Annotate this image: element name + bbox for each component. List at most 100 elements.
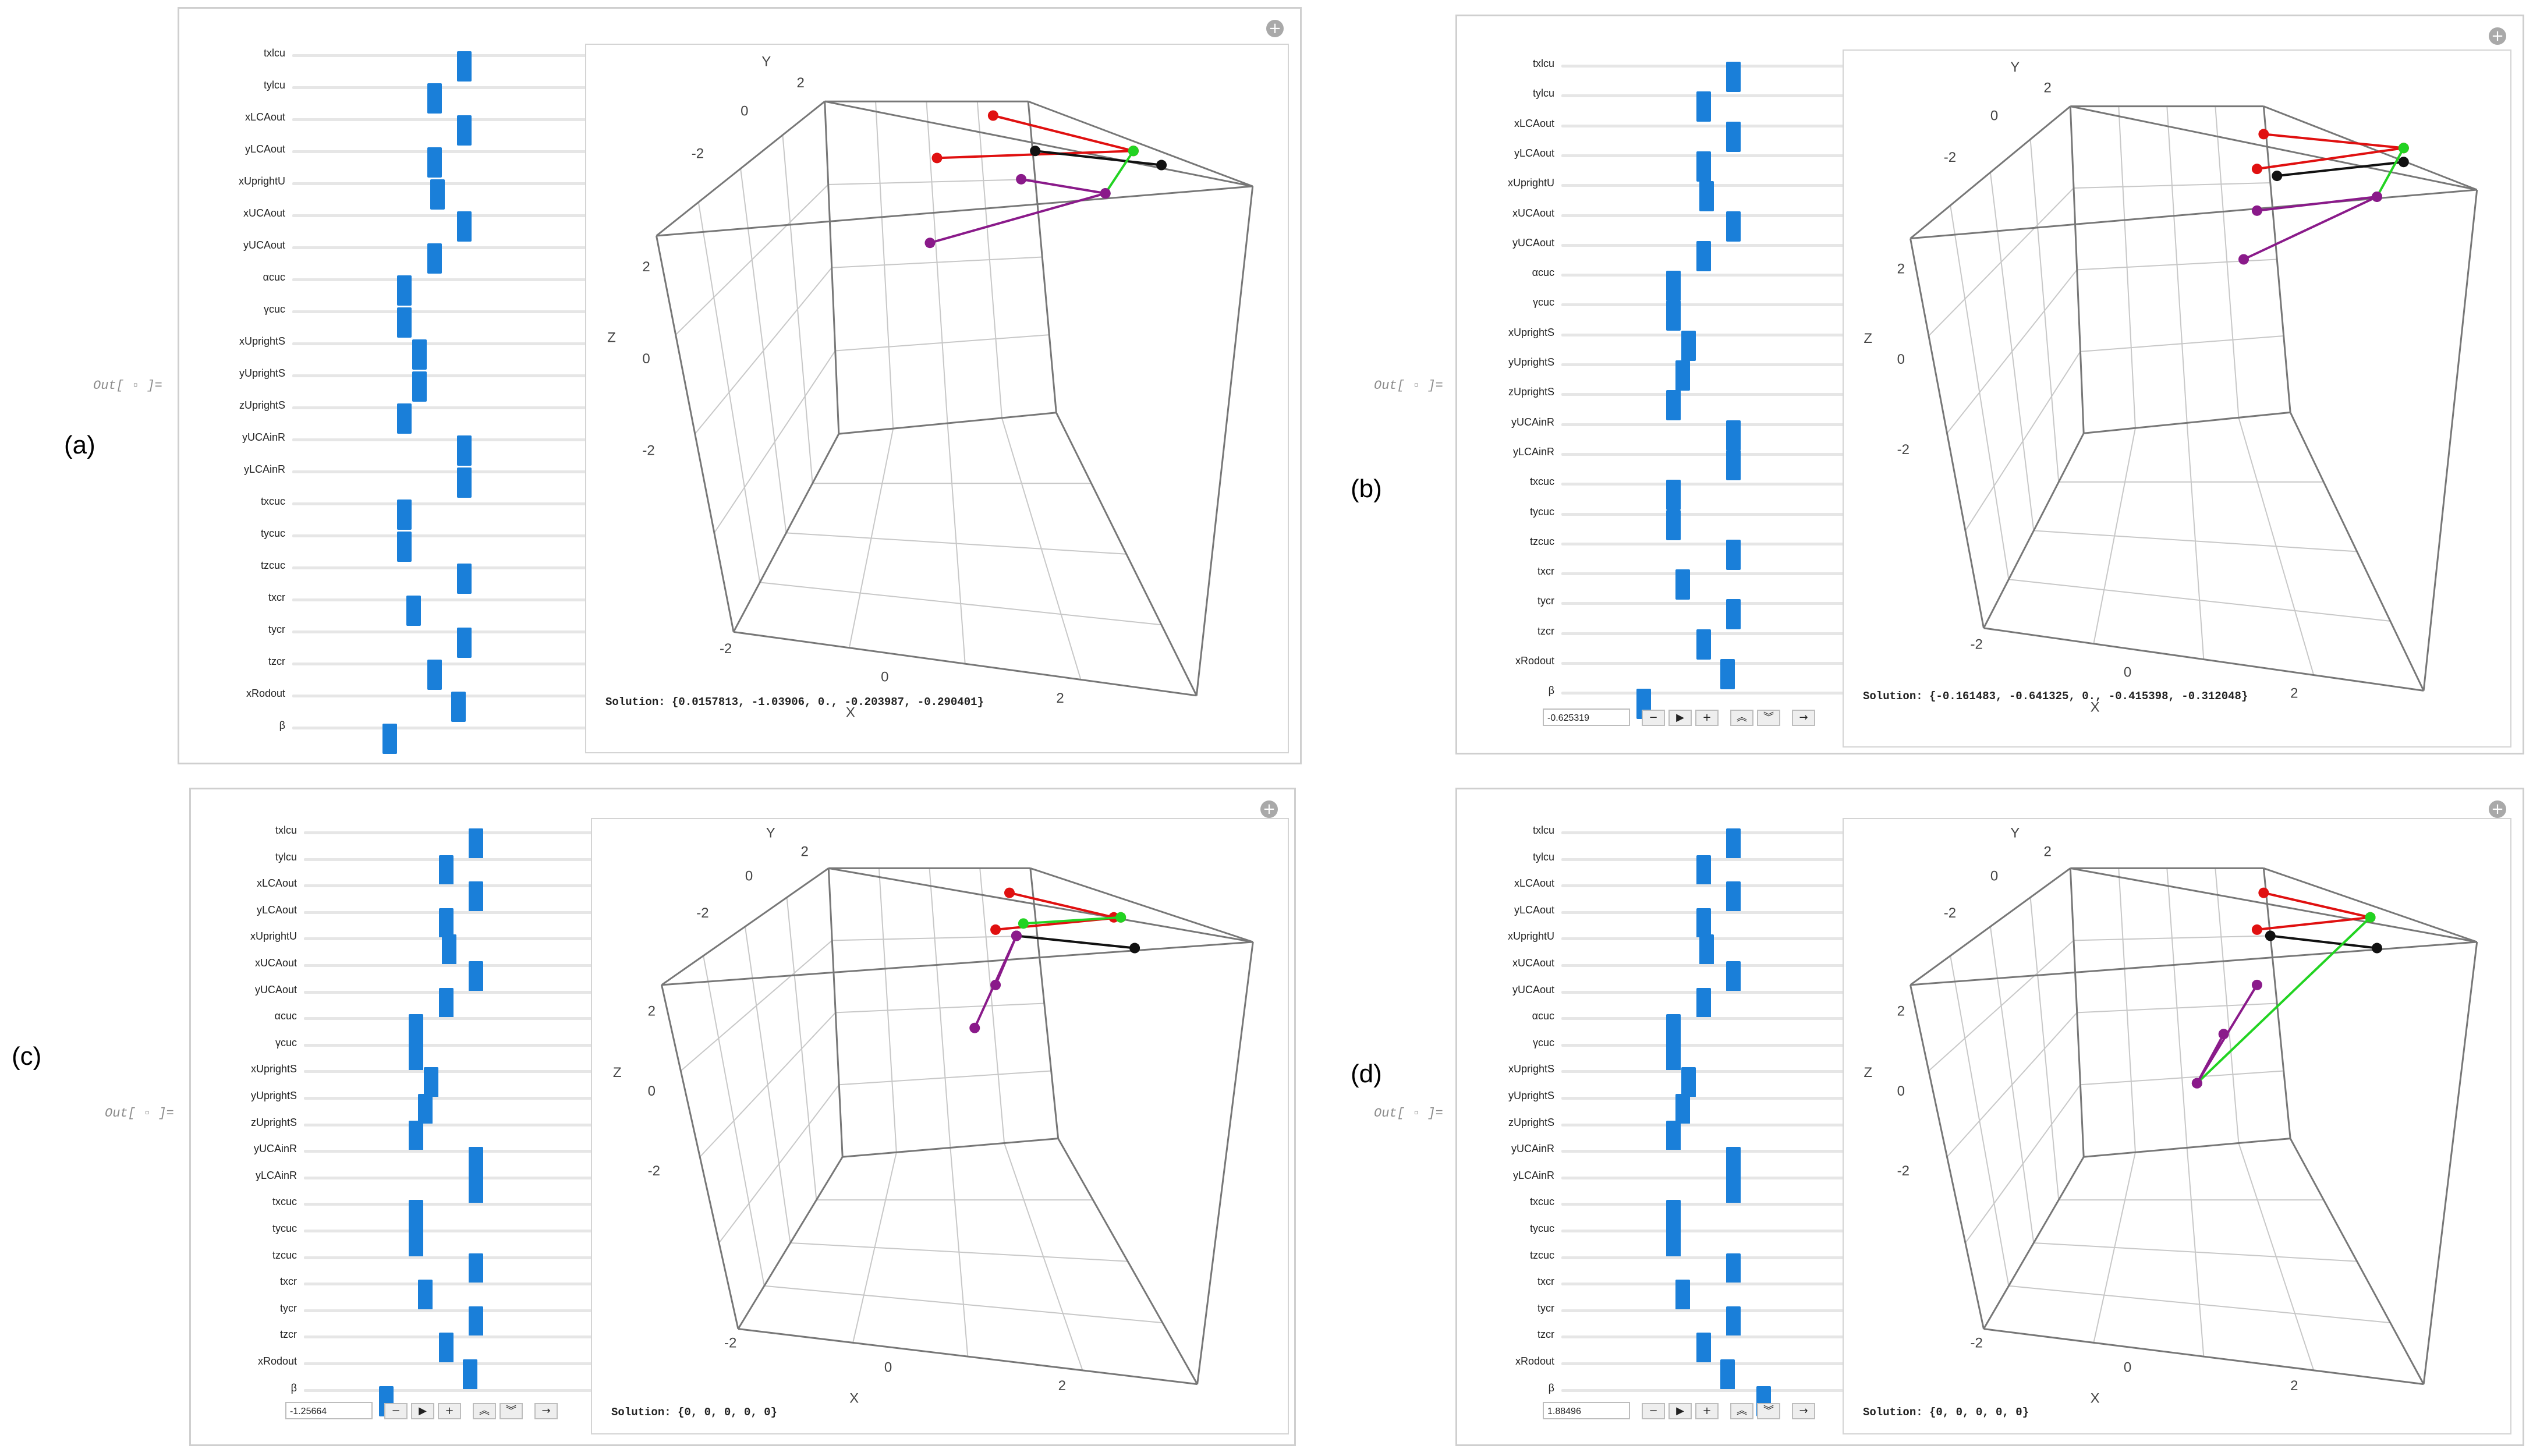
slider-track[interactable] (1561, 181, 1876, 212)
slider-track[interactable] (1561, 1094, 1876, 1124)
slider-thumb[interactable] (1696, 91, 1711, 122)
slider-track[interactable] (304, 881, 618, 912)
slider-track[interactable] (1561, 934, 1876, 965)
slider-thumb[interactable] (1726, 449, 1741, 480)
slider-track[interactable] (292, 403, 607, 434)
beta-value-field[interactable]: -1.25664 (285, 1402, 373, 1420)
direction-button[interactable]: → (1792, 1403, 1815, 1420)
slider-thumb[interactable] (1666, 1040, 1681, 1071)
slider-thumb[interactable] (1666, 1014, 1681, 1045)
slider-track[interactable] (1561, 121, 1876, 152)
slider-thumb[interactable] (469, 828, 484, 859)
slider-thumb[interactable] (397, 499, 412, 530)
slider-thumb[interactable] (462, 1359, 477, 1390)
slider-track[interactable] (1561, 300, 1876, 331)
faster-button[interactable]: ︽ (1730, 709, 1753, 726)
slider-track[interactable] (304, 1333, 618, 1363)
slider-track[interactable] (292, 307, 607, 338)
slider-track[interactable] (292, 660, 607, 690)
slider-thumb[interactable] (1681, 1067, 1696, 1098)
slider-track[interactable] (292, 435, 607, 466)
slider-track[interactable] (304, 1147, 618, 1178)
slider-track[interactable] (1561, 1253, 1876, 1284)
slider-thumb[interactable] (397, 307, 412, 338)
expand-options-icon[interactable]: + (1266, 20, 1284, 37)
slider-track[interactable] (1561, 480, 1876, 511)
slower-button[interactable]: ︾ (1757, 709, 1780, 726)
direction-button[interactable]: → (534, 1403, 558, 1420)
slider-thumb[interactable] (1696, 240, 1711, 271)
slider-thumb[interactable] (1666, 1200, 1681, 1231)
slider-track[interactable] (292, 115, 607, 146)
slider-track[interactable] (1561, 91, 1876, 122)
slider-thumb[interactable] (1720, 1359, 1735, 1390)
decrement-button[interactable]: − (384, 1403, 408, 1420)
slider-thumb[interactable] (1696, 987, 1711, 1018)
slider-thumb[interactable] (457, 435, 472, 466)
slider-track[interactable] (1561, 151, 1876, 182)
slider-thumb[interactable] (1696, 151, 1711, 182)
slider-thumb[interactable] (438, 987, 454, 1018)
slower-button[interactable]: ︾ (499, 1403, 523, 1420)
slider-thumb[interactable] (412, 371, 427, 402)
slider-track[interactable] (304, 828, 618, 859)
slider-track[interactable] (304, 934, 618, 965)
slider-track[interactable] (292, 499, 607, 530)
slider-track[interactable] (304, 961, 618, 991)
slider-track[interactable] (1561, 828, 1876, 859)
slider-thumb[interactable] (438, 1333, 454, 1363)
increment-button[interactable]: + (1695, 1403, 1719, 1420)
slider-thumb[interactable] (1696, 855, 1711, 885)
slider-track[interactable] (1561, 1280, 1876, 1310)
slider-track[interactable] (304, 1227, 618, 1257)
slider-thumb[interactable] (1726, 1253, 1741, 1284)
slider-track[interactable] (304, 1359, 618, 1390)
slider-thumb[interactable] (441, 934, 456, 965)
slider-thumb[interactable] (457, 564, 472, 594)
slider-track[interactable] (1561, 211, 1876, 242)
increment-button[interactable]: + (438, 1403, 461, 1420)
slider-track[interactable] (1561, 599, 1876, 630)
slider-track[interactable] (1561, 1014, 1876, 1045)
slider-track[interactable] (292, 596, 607, 626)
slider-thumb[interactable] (1726, 211, 1741, 242)
slider-track[interactable] (292, 275, 607, 306)
slider-thumb[interactable] (427, 660, 442, 690)
slider-thumb[interactable] (409, 1227, 424, 1257)
slider-thumb[interactable] (1675, 569, 1690, 600)
slider-thumb[interactable] (1726, 121, 1741, 152)
slider-thumb[interactable] (430, 179, 445, 210)
expand-options-icon[interactable]: + (2489, 27, 2506, 45)
slider-track[interactable] (292, 339, 607, 370)
slider-thumb[interactable] (409, 1014, 424, 1045)
increment-button[interactable]: + (1695, 709, 1719, 726)
slider-thumb[interactable] (1699, 181, 1714, 212)
slider-thumb[interactable] (457, 211, 472, 242)
slider-thumb[interactable] (1726, 828, 1741, 859)
slider-thumb[interactable] (457, 51, 472, 82)
slider-track[interactable] (304, 1014, 618, 1045)
slider-track[interactable] (1561, 62, 1876, 92)
slider-thumb[interactable] (1666, 480, 1681, 511)
slider-track[interactable] (304, 1280, 618, 1310)
slider-thumb[interactable] (1681, 330, 1696, 361)
slider-thumb[interactable] (427, 147, 442, 178)
slider-track[interactable] (1561, 1359, 1876, 1390)
slider-track[interactable] (1561, 271, 1876, 302)
slider-track[interactable] (1561, 1067, 1876, 1098)
slider-thumb[interactable] (406, 596, 421, 626)
beta-value-field[interactable]: -0.625319 (1543, 708, 1630, 726)
slider-track[interactable] (292, 467, 607, 498)
slider-thumb[interactable] (469, 1147, 484, 1178)
slider-thumb[interactable] (382, 724, 397, 754)
slider-track[interactable] (304, 1200, 618, 1231)
slider-track[interactable] (1561, 1386, 1876, 1416)
slider-track[interactable] (304, 1386, 618, 1416)
slider-thumb[interactable] (1675, 1280, 1690, 1310)
slider-track[interactable] (1561, 1200, 1876, 1231)
slider-track[interactable] (1561, 360, 1876, 391)
slider-thumb[interactable] (409, 1120, 424, 1151)
slider-thumb[interactable] (438, 908, 454, 938)
slider-thumb[interactable] (1726, 420, 1741, 451)
slider-track[interactable] (1561, 855, 1876, 885)
